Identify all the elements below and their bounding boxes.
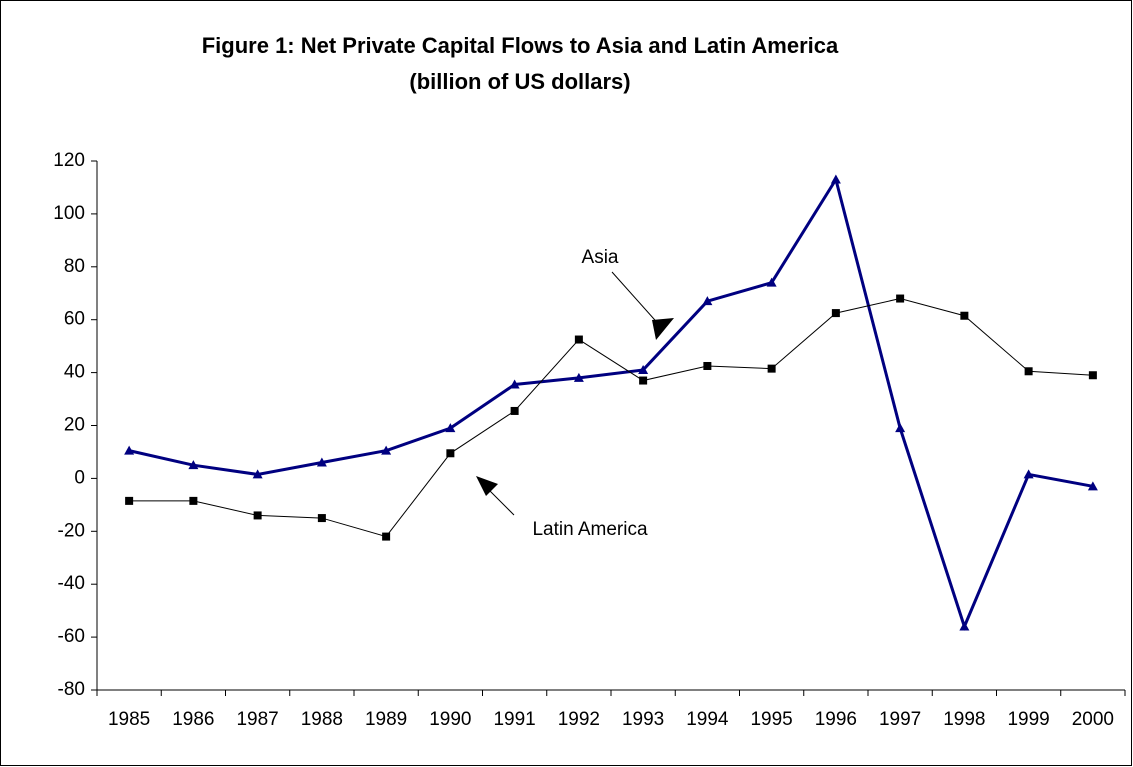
marker	[574, 335, 583, 344]
marker	[638, 364, 649, 374]
x-tick-label: 1988	[301, 709, 343, 730]
series-line	[128, 175, 1094, 631]
series-line	[129, 298, 1093, 538]
x-tick-label: 1986	[172, 709, 214, 730]
marker	[1087, 481, 1098, 491]
y-tick-label: 0	[74, 467, 85, 488]
chart-subtitle: (billion of US dollars)	[409, 69, 630, 94]
annotation: Asia	[582, 247, 619, 268]
x-tick-label: 1994	[686, 709, 729, 730]
x-tick-label: 1985	[108, 709, 150, 730]
chart-title: Figure 1: Net Private Capital Flows to A…	[202, 33, 839, 58]
y-tick-label: -40	[58, 573, 85, 594]
marker	[253, 511, 262, 520]
marker	[766, 277, 777, 287]
marker	[509, 379, 520, 389]
annotation-arrow	[611, 271, 663, 329]
marker	[896, 294, 905, 303]
x-tick-label: 1991	[493, 709, 535, 730]
marker	[252, 469, 263, 479]
marker	[703, 361, 712, 370]
marker	[446, 449, 455, 458]
marker	[639, 376, 648, 385]
annotation-arrowhead	[652, 318, 674, 340]
y-tick-label: 100	[53, 203, 85, 224]
marker	[510, 406, 519, 415]
y-tick-label: 20	[64, 415, 85, 436]
marker	[831, 309, 840, 318]
marker	[573, 372, 584, 382]
marker	[188, 460, 199, 470]
x-tick-label: 1992	[558, 709, 600, 730]
x-tick-label: 1995	[750, 709, 792, 730]
annotation-arrowhead	[476, 476, 498, 496]
marker	[960, 311, 969, 320]
y-tick-label: 40	[64, 362, 85, 383]
marker	[382, 532, 391, 541]
x-tick-label: 1996	[815, 709, 857, 730]
y-tick-label: 60	[64, 309, 85, 330]
marker	[959, 621, 970, 631]
marker	[445, 423, 456, 433]
marker	[317, 514, 326, 523]
marker	[381, 445, 392, 455]
marker	[1088, 371, 1097, 380]
x-tick-label: 1998	[943, 709, 985, 730]
annotation: Latin America	[532, 519, 648, 540]
marker	[830, 174, 841, 184]
marker	[1023, 469, 1034, 479]
marker	[767, 364, 776, 373]
x-tick-label: 1997	[879, 709, 921, 730]
x-tick-label: 1987	[236, 709, 278, 730]
y-tick-label: -60	[58, 626, 85, 647]
marker	[316, 457, 327, 467]
y-tick-label: 80	[64, 256, 85, 277]
y-tick-label: -80	[58, 679, 85, 700]
marker	[124, 445, 135, 455]
marker	[1024, 367, 1033, 376]
x-tick-label: 1990	[429, 709, 471, 730]
marker	[895, 423, 906, 433]
x-tick-label: 2000	[1072, 709, 1114, 730]
x-tick-label: 1993	[622, 709, 664, 730]
marker	[702, 296, 713, 306]
annotation-arrow	[485, 486, 515, 516]
x-tick-label: 1989	[365, 709, 407, 730]
marker	[125, 496, 134, 505]
x-tick-label: 1999	[1007, 709, 1049, 730]
y-tick-label: -20	[58, 520, 85, 541]
marker	[189, 496, 198, 505]
y-tick-label: 120	[53, 150, 85, 171]
